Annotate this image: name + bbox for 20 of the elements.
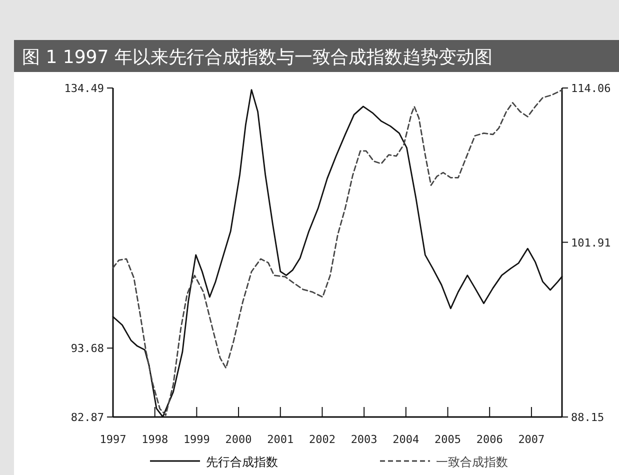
x-tick-label: 2006 (476, 433, 503, 446)
x-tick-label: 2000 (225, 433, 252, 446)
legend-label: 先行合成指数 (206, 455, 278, 469)
x-tick-label: 2007 (518, 433, 545, 446)
x-tick-label: 1999 (183, 433, 210, 446)
x-tick-label: 2004 (392, 433, 420, 446)
chart-title: 图 1 1997 年以来先行合成指数与一致合成指数趋势变动图 (22, 47, 492, 68)
y2-tick-label: 114.06 (571, 82, 611, 95)
legend-label: 一致合成指数 (436, 455, 508, 469)
y-tick-label: 82.87 (70, 411, 104, 424)
x-tick-label: 2005 (434, 433, 462, 446)
x-tick-label: 1997 (100, 433, 126, 446)
x-tick-label: 1998 (142, 433, 168, 446)
x-tick-label: 2001 (267, 433, 294, 446)
y2-tick-label: 101.91 (571, 236, 611, 250)
y-tick-label: 134.49 (64, 82, 104, 95)
x-tick-label: 2003 (350, 433, 378, 446)
x-tick-label: 2002 (308, 433, 336, 446)
y-tick-label: 93.68 (70, 342, 104, 356)
y2-tick-label: 88.15 (571, 411, 604, 424)
